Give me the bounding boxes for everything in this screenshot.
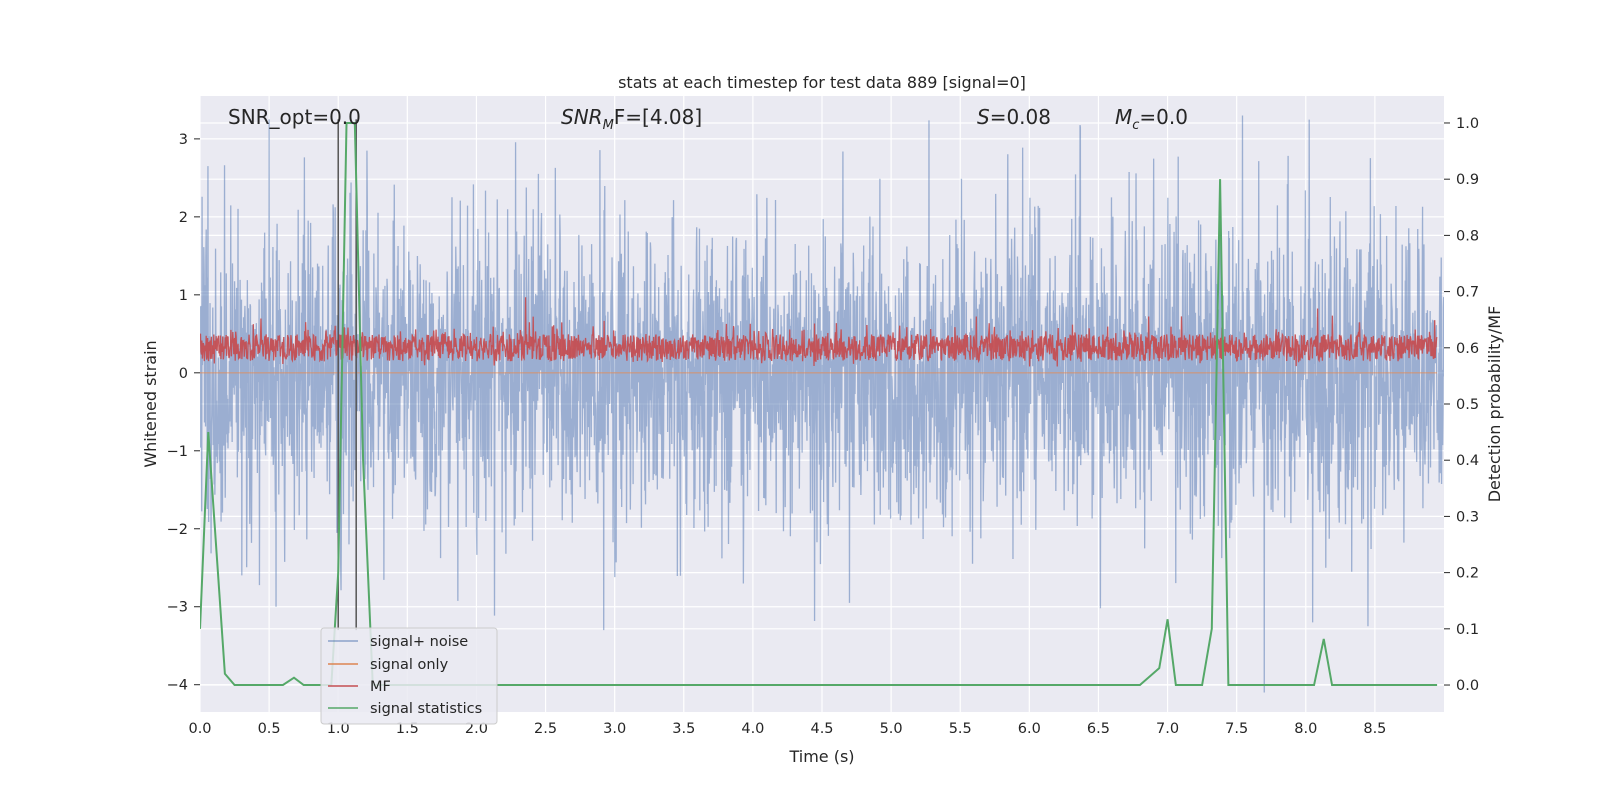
x-tick-label: 3.5: [672, 721, 695, 737]
series-layer: [200, 115, 1444, 693]
x-tick-label: 0.5: [258, 721, 281, 737]
y2-tick-label: 0.2: [1456, 566, 1479, 582]
y2-ticks: 0.0 0.1 0.2 0.3 0.4 0.5 0.6 0.7 0.8 0.9 1.0: [1444, 116, 1479, 694]
y-axis-label: Whitened strain: [141, 340, 160, 467]
y-tick-label: −2: [167, 522, 188, 538]
series-mf: [200, 297, 1438, 367]
x-tick-label: 2.5: [534, 721, 557, 737]
annotation-mc: Mc=0.0: [1115, 105, 1188, 133]
x-tick-label: 7.5: [1225, 721, 1248, 737]
y-ticks: −4 −3 −2 −1 0 1 2 3: [167, 132, 200, 694]
y-tick-label: −4: [167, 678, 188, 694]
x-ticks: 0.0 0.5 1.0 1.5 2.0 2.5 3.0 3.5 4.0 4.5 5.0 5.5 6.0 6…: [188, 721, 1386, 737]
x-tick-label: 1.5: [396, 721, 419, 737]
y2-tick-label: 1.0: [1456, 116, 1479, 132]
y-tick-label: 1: [179, 288, 188, 304]
legend-label-mf: MF: [370, 679, 391, 695]
chart-title: stats at each timestep for test data 889…: [618, 73, 1026, 92]
y2-tick-label: 0.6: [1456, 341, 1479, 357]
y2-tick-label: 0.3: [1456, 509, 1479, 525]
x-tick-label: 4.0: [741, 721, 764, 737]
x-tick-label: 0.0: [188, 721, 211, 737]
x-tick-label: 7.0: [1156, 721, 1179, 737]
y2-tick-label: 0.9: [1456, 172, 1479, 188]
y2-axis-label: Detection probability/MF: [1485, 306, 1504, 503]
annotation-snr-mf-rest: F=[4.08]: [614, 105, 702, 129]
annotation-snr-mf-sub: M: [603, 118, 614, 133]
y-tick-label: −3: [167, 600, 188, 616]
y2-tick-label: 0.1: [1456, 622, 1479, 638]
y-tick-label: 2: [179, 210, 188, 226]
annotation-mc-rest: =0.0: [1139, 105, 1188, 129]
legend: signal+ noise signal only MF signal stat…: [320, 627, 498, 725]
y2-tick-label: 0.4: [1456, 453, 1479, 469]
y-tick-label: −1: [167, 444, 188, 460]
y2-tick-label: 0.5: [1456, 397, 1479, 413]
annotation-s-rest: =0.08: [990, 105, 1051, 129]
annotation-mc-sub: c: [1132, 118, 1139, 133]
annotation-s-main: S: [977, 105, 990, 129]
series-signal-statistics: [200, 121, 1438, 687]
legend-label-signal-only: signal only: [370, 657, 449, 673]
annotation-snr-mf-main: SNR: [561, 105, 603, 129]
y-tick-label: 0: [179, 366, 188, 382]
series-group: [200, 115, 1444, 693]
y-tick-label: 3: [179, 132, 188, 148]
annotation-snr-opt: SNR_opt=0.0: [228, 105, 361, 129]
legend-label-signal-statistics: signal statistics: [370, 701, 482, 717]
x-tick-label: 1.0: [327, 721, 350, 737]
x-tick-label: 2.0: [465, 721, 488, 737]
legend-box: [320, 627, 498, 725]
y2-tick-label: 0.0: [1456, 678, 1479, 694]
y2-tick-label: 0.7: [1456, 285, 1479, 301]
legend-label-signal-noise: signal+ noise: [370, 634, 468, 650]
annotation-mc-main: M: [1115, 105, 1132, 129]
annotation-snr-mf: SNRMF=[4.08]: [561, 105, 702, 133]
x-tick-label: 3.0: [603, 721, 626, 737]
x-tick-label: 8.5: [1363, 721, 1386, 737]
y2-tick-label: 0.8: [1456, 228, 1479, 244]
x-tick-label: 6.0: [1018, 721, 1041, 737]
x-axis-label: Time (s): [788, 747, 854, 766]
annotation-s: S=0.08: [977, 105, 1051, 129]
x-tick-label: 4.5: [810, 721, 833, 737]
x-tick-label: 6.5: [1087, 721, 1110, 737]
x-tick-label: 8.0: [1294, 721, 1317, 737]
series-signal-noise: [200, 115, 1444, 693]
x-tick-label: 5.5: [949, 721, 972, 737]
x-tick-label: 5.0: [880, 721, 903, 737]
